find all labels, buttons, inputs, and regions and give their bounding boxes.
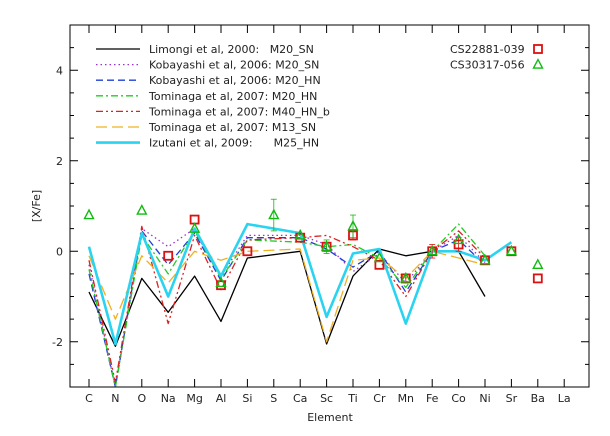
obs-point-cs30317-056 [347,219,359,231]
x-tick-label-mn: Mn [398,392,414,405]
observation-layer [83,198,544,291]
legend: Limongi et al, 2000: M20_SN Kobayashi et … [96,43,544,150]
obs-point-cs30317-056 [83,208,95,220]
legend-label: Tominaga et al, 2007: M13_SN [148,121,316,134]
x-tick-label-sr: Sr [506,392,518,405]
x-tick-label-ba: Ba [531,392,545,405]
y-axis-title: [X/Fe] [30,190,43,222]
obs-point-cs30317-056 [320,240,333,251]
obs-point-cs30317-056 [479,253,491,265]
obs-point-cs22881-039 [532,273,543,284]
series-layer [87,222,513,387]
obs-point-cs30317-056 [136,204,148,215]
x-tick-label-fe: Fe [426,392,439,405]
obs-point-cs30317-056 [268,208,280,220]
x-tick-label-mg: Mg [186,392,202,405]
tick-layer: -2 0 2 4 C N O Na Mg Al Si S Ca Sc Ti Cr Mn Fe Co Ni Sr Ba La [52,24,589,405]
legend-label: Kobayashi et al, 2006: M20_HN [149,74,321,87]
legend-label: Kobayashi et al, 2006: M20_SN [149,59,319,72]
x-tick-label-na: Na [161,392,176,405]
obs-point-cs30317-056 [400,271,412,283]
obs-point-cs30317-056 [188,222,201,233]
obs-point-cs22881-039 [242,246,253,257]
x-tick-label-la: La [558,392,571,405]
x-tick-label-ti: Ti [347,392,357,405]
obs-point-cs22881-039 [163,250,174,261]
y-tick-label: 0 [56,245,63,258]
x-tick-label-n: N [111,392,119,405]
series-line-kobayashi-et-al-2006-m20-hn [88,230,486,387]
x-tick-label-cr: Cr [373,392,386,405]
x-tick-label-al: Al [216,392,227,405]
x-tick-label-s: S [270,392,277,405]
obs-point-cs30317-056 [215,276,227,288]
series-line-izutani-et-al-2009-m25-hn [87,222,513,346]
legend-label: CS22881-039 [450,43,525,56]
plot-frame [69,24,590,388]
series-line-limongi-et-al-2000-m20-sn [88,248,486,347]
legend-label: CS30317-056 [450,59,525,72]
x-tick-label-c: C [85,392,93,405]
series-line-tominaga-et-al-2007-m13-sn [88,248,486,343]
y-tick-label: -2 [52,336,63,349]
legend-label: Tominaga et al, 2007: M20_HN [148,90,317,103]
x-tick-label-si: Si [242,392,252,405]
obs-point-cs22881-039 [453,239,464,250]
x-tick-label-ni: Ni [479,392,490,405]
obs-point-cs30317-056 [294,228,306,240]
obs-point-cs30317-056 [452,233,465,245]
x-tick-label-sc: Sc [320,392,333,405]
obs-point-cs30317-056 [373,251,386,263]
x-axis-title: Element [307,411,353,424]
legend-label: Limongi et al, 2000: M20_SN [149,43,314,56]
legend-label: Izutani et al, 2009: M25_HN [149,137,319,150]
obs-point-cs30317-056 [505,244,518,256]
x-tick-label-ca: Ca [293,392,307,405]
legend-marker [532,58,544,69]
legend-marker [533,44,543,54]
legend-label: Tominaga et al, 2007: M40_HN_b [148,105,330,118]
x-tick-label-co: Co [451,392,466,405]
series-line-tominaga-et-al-2007-m40-hn-b [88,225,486,384]
x-tick-label-o: O [137,392,146,405]
obs-point-cs30317-056 [532,258,544,270]
y-tick-label: 2 [56,155,63,168]
y-tick-label: 4 [56,64,63,77]
obs-point-cs22881-039 [374,259,385,270]
obs-point-cs30317-056 [426,244,438,256]
